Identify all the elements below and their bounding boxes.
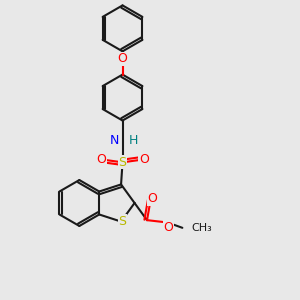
- Text: O: O: [139, 153, 149, 166]
- Text: N: N: [110, 134, 120, 147]
- Text: S: S: [118, 156, 127, 169]
- Text: O: O: [163, 221, 173, 234]
- Text: S: S: [118, 215, 126, 228]
- Text: O: O: [118, 52, 128, 65]
- Text: CH₃: CH₃: [192, 224, 212, 233]
- Text: O: O: [148, 192, 158, 205]
- Text: H: H: [129, 134, 138, 147]
- Text: O: O: [96, 153, 106, 166]
